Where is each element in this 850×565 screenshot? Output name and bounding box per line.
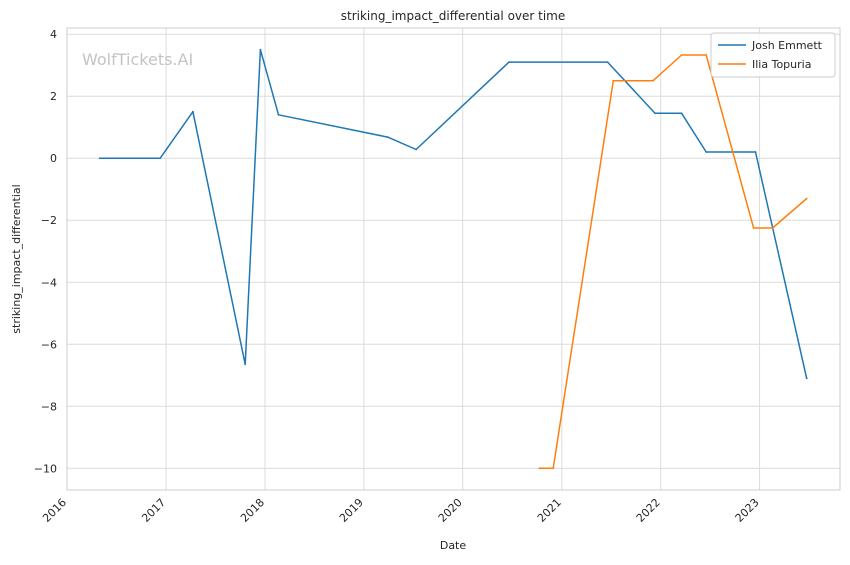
y-tick-label: −10 — [34, 462, 57, 475]
data-point-ilia-topuria — [752, 227, 755, 229]
y-tick-label: −2 — [41, 214, 57, 227]
legend-label-ilia-topuria: Ilia Topuria — [752, 58, 811, 71]
y-tick-label: −8 — [41, 400, 57, 413]
data-point-josh-emmett — [244, 363, 247, 366]
y-tick-label: −4 — [41, 276, 57, 289]
data-point-josh-emmett — [277, 113, 280, 116]
data-point-josh-emmett — [415, 148, 417, 151]
series-layer — [98, 48, 808, 470]
legend-box — [710, 32, 836, 78]
y-tick-label: 2 — [50, 90, 57, 103]
y-tick-label: 4 — [50, 28, 57, 41]
watermark-text: WolfTickets.AI — [82, 50, 193, 69]
data-point-ilia-topuria — [805, 197, 808, 200]
data-point-josh-emmett — [192, 110, 194, 113]
plot-frame — [66, 27, 841, 491]
legend: Josh Emmett Ilia Topuria — [710, 32, 836, 78]
chart-title: striking_impact_differential over time — [341, 9, 566, 23]
data-point-ilia-topuria — [612, 79, 615, 82]
data-point-ilia-topuria — [652, 79, 654, 82]
y-axis-label: striking_impact_differential — [10, 184, 23, 333]
data-point-josh-emmett — [805, 377, 808, 380]
data-point-josh-emmett — [259, 48, 262, 51]
data-point-ilia-topuria — [771, 227, 774, 229]
data-point-josh-emmett — [386, 136, 389, 139]
y-tick-labels: 4 2 0 −2 −4 −6 −8 −10 — [34, 28, 57, 475]
data-point-josh-emmett — [705, 151, 708, 153]
data-point-ilia-topuria — [552, 467, 555, 470]
data-point-josh-emmett — [159, 157, 162, 160]
x-axis-label: Date — [440, 539, 467, 552]
data-point-josh-emmett — [98, 157, 101, 160]
data-point-ilia-topuria — [538, 467, 541, 470]
data-point-josh-emmett — [654, 112, 656, 115]
data-point-ilia-topuria — [680, 54, 683, 56]
y-tick-label: −6 — [41, 338, 57, 351]
data-point-josh-emmett — [680, 112, 683, 115]
y-tick-label: 0 — [50, 152, 57, 165]
data-point-ilia-topuria — [705, 54, 708, 56]
data-point-josh-emmett — [508, 61, 510, 63]
legend-label-josh-emmett: Josh Emmett — [751, 39, 823, 52]
data-point-josh-emmett — [754, 151, 757, 153]
data-point-josh-emmett — [606, 61, 609, 63]
